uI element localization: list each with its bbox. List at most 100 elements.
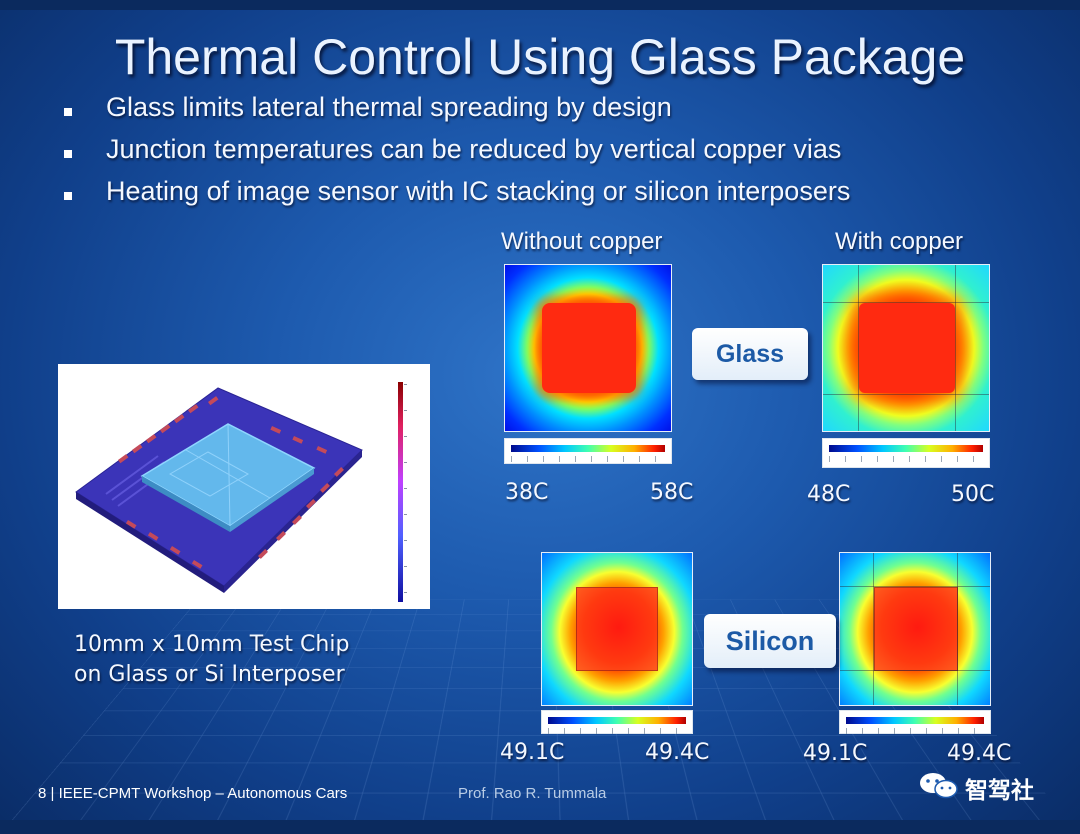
slide-title: Thermal Control Using Glass Package (114, 29, 966, 85)
hot-spot (542, 303, 636, 393)
grid-line (823, 302, 989, 303)
hot-spot (859, 303, 955, 393)
pad (146, 434, 157, 444)
colorbar-strip (829, 445, 983, 452)
bullet-item: Junction temperatures can be reduced by … (60, 134, 850, 176)
temp-min-glass-without: 38C (505, 480, 549, 505)
with-copper-label: With copper (835, 228, 964, 255)
colorbar-silicon-with-copper (839, 710, 991, 734)
bullet-text: Junction temperatures can be reduced by … (106, 134, 842, 164)
bullet-text: Glass limits lateral thermal spreading b… (106, 92, 672, 122)
footer-page-info: 8 | IEEE-CPMT Workshop – Autonomous Cars (38, 785, 348, 802)
tick (404, 592, 407, 593)
pad (147, 532, 159, 541)
test-chip-caption: 10mm x 10mm Test Chip on Glass or Si Int… (74, 630, 349, 690)
heatmap-glass-with-copper (822, 264, 990, 432)
tick (404, 514, 407, 515)
die-pattern (168, 423, 271, 527)
grid-line (840, 586, 990, 587)
temp-min-silicon-with: 49.1C (803, 741, 868, 766)
tick (404, 410, 407, 411)
grid-line (955, 265, 956, 431)
pad (320, 483, 330, 493)
bullet-list: Glass limits lateral thermal spreading b… (60, 92, 850, 218)
bullet-square-icon (64, 192, 72, 200)
pad (316, 446, 328, 454)
temp-min-silicon-without: 49.1C (500, 740, 565, 765)
pad (191, 560, 203, 569)
pad (292, 436, 304, 444)
die-edge (230, 468, 314, 532)
bullet-item: Heating of image sensor with IC stacking… (60, 176, 850, 218)
wechat-logo-icon (920, 773, 958, 799)
colorbar-ticks (511, 456, 665, 462)
without-copper-label: Without copper (501, 228, 663, 255)
pattern-block (168, 451, 250, 497)
grid-line (873, 553, 874, 705)
glass-label: Glass (692, 328, 808, 380)
interposer-edge (76, 492, 224, 593)
temp-max-silicon-without: 49.4C (645, 740, 710, 765)
colorbar-ticks (548, 728, 686, 734)
caption-line: 10mm x 10mm Test Chip (74, 632, 350, 657)
pad (270, 425, 282, 434)
scale-bar (398, 382, 403, 602)
colorbar-strip (511, 445, 665, 452)
bottom-bar (0, 820, 1080, 834)
top-bar (0, 0, 1080, 10)
pad (306, 499, 316, 509)
watermark-text: 智驾社 (965, 778, 1034, 804)
tick (404, 540, 407, 541)
pad (174, 414, 185, 424)
eye (935, 779, 939, 783)
die-edge (142, 476, 230, 532)
grid-line (957, 553, 958, 705)
heatmap-silicon-with-copper (839, 552, 991, 706)
pad (292, 515, 302, 525)
bullet-square-icon (64, 108, 72, 116)
trace (105, 455, 159, 495)
bullet-item: Glass limits lateral thermal spreading b… (60, 92, 850, 134)
pad (132, 444, 143, 454)
caption-line: on Glass or Si Interposer (74, 662, 345, 687)
bond-pads (118, 396, 344, 569)
pattern-line (185, 449, 271, 499)
colorbar-strip (548, 717, 686, 724)
pad (118, 454, 129, 464)
eye (926, 779, 930, 783)
pad (276, 531, 286, 541)
temp-max-glass-with: 50C (951, 482, 995, 507)
hot-spot (874, 587, 958, 671)
colorbar-silicon-without-copper (541, 710, 693, 734)
eye (940, 786, 944, 790)
temp-max-glass-without: 58C (650, 480, 694, 505)
eye (948, 786, 952, 790)
tick (404, 566, 407, 567)
grid-line (840, 670, 990, 671)
colorbar-ticks (829, 456, 983, 462)
grid-line (858, 265, 859, 431)
pad (125, 520, 137, 529)
heatmap-glass-without-copper (504, 264, 672, 432)
scale-ticks (404, 384, 407, 593)
pattern-line (227, 423, 231, 527)
bullet-text: Heating of image sensor with IC stacking… (106, 176, 851, 206)
tick (404, 462, 407, 463)
tick (404, 436, 407, 437)
colorbar-glass-without-copper (504, 438, 672, 464)
bubble (934, 779, 958, 799)
heatmap-silicon-without-copper (541, 552, 693, 706)
test-chip-render (75, 382, 407, 602)
footer-presenter: Prof. Rao R. Tummala (458, 785, 607, 802)
silicon-label: Silicon (704, 614, 836, 668)
grid-line (823, 394, 989, 395)
pad (160, 424, 171, 434)
pad (208, 396, 219, 406)
pad (334, 467, 344, 477)
hot-spot (576, 587, 658, 671)
colorbar-ticks (846, 728, 984, 734)
tick (404, 384, 407, 385)
pad (169, 546, 181, 555)
tick (404, 488, 407, 489)
